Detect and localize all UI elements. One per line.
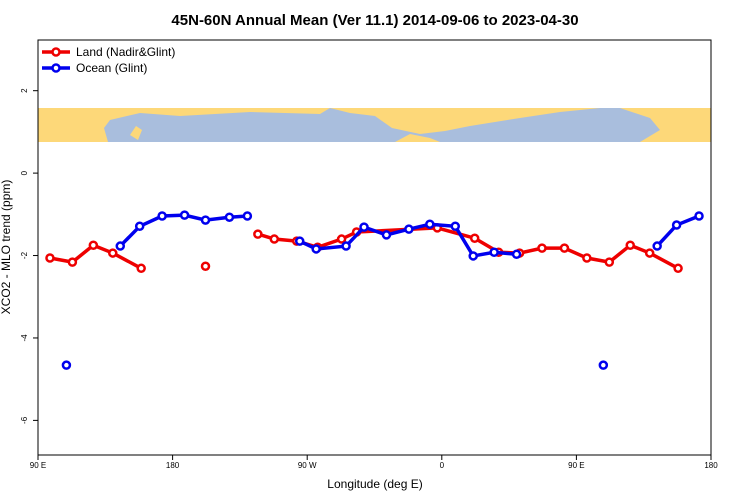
plot-frame [37,39,712,456]
data-point [242,211,253,221]
data-point [294,236,305,246]
legend-marker [51,47,61,57]
data-point [694,211,704,221]
x-tick-label: 180 [166,461,180,470]
data-point [604,257,615,267]
data-point [425,219,435,229]
data-point [469,233,480,243]
data-point [253,229,263,239]
y-tick-label: 2 [20,88,29,93]
data-point [359,222,369,232]
x-axis-label: Longitude (deg E) [327,477,422,491]
y-tick-label: 0 [20,170,29,175]
data-point [673,263,683,274]
data-point [61,360,72,370]
map-band [38,108,711,142]
data-point [511,249,522,260]
data-point [134,221,145,232]
data-point [652,241,662,251]
data-point [489,247,499,257]
data-point [269,234,280,244]
data-point [598,360,609,370]
y-tick-label: -2 [20,251,29,259]
data-point [136,263,146,274]
data-point [336,234,347,244]
chart-title: 45N-60N Annual Mean (Ver 11.1) 2014-09-0… [171,12,578,29]
data-point [88,240,99,250]
x-tick-label: 90 E [568,461,584,470]
data-point [200,261,211,272]
data-point [582,253,592,263]
x-tick-label: 90 E [30,461,46,470]
data-point [157,211,167,221]
data-point [381,230,392,240]
data-point [311,244,321,254]
y-axis-label: XCO2 - MLO trend (ppm) [0,180,13,315]
series-line [49,226,679,270]
y-tick-label: -6 [20,416,29,424]
data-point [224,212,235,222]
data-point [671,220,682,230]
data-point [404,224,414,234]
legend-label: Ocean (Glint) [76,61,147,75]
data-point [341,241,351,251]
data-point [200,215,211,225]
x-tick-label: 90 W [298,461,317,470]
data-point [450,221,461,232]
data-point [468,251,478,261]
data-point [115,241,126,251]
y-tick-label: -4 [20,334,29,342]
data-point [625,240,635,250]
data-point [559,243,570,253]
x-tick-label: 180 [704,461,718,470]
data-point [108,248,118,258]
data-point [45,253,55,263]
data-point [67,257,78,267]
data-point [644,248,655,258]
data-point [537,243,547,253]
legend-label: Land (Nadir&Glint) [76,45,175,59]
x-tick-label: 0 [440,461,445,470]
legend-marker [51,63,61,73]
data-point [179,210,190,220]
